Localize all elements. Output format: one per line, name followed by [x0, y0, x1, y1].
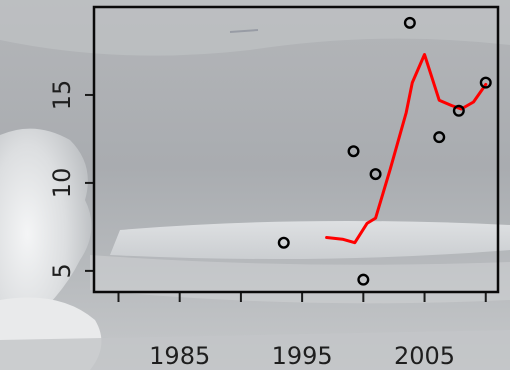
- plot-series: [277, 16, 492, 286]
- x-tick-label: 2005: [394, 342, 455, 370]
- trend-line: [325, 53, 488, 245]
- y-axis: 5 10 15: [48, 80, 94, 279]
- x-axis: 1985 1995 2005: [117, 292, 487, 370]
- y-tick-label: 10: [48, 168, 76, 199]
- y-tick-label: 15: [48, 80, 76, 111]
- data-point: [433, 131, 446, 144]
- y-tick-label: 5: [48, 263, 76, 278]
- plot-frame: [92, 5, 500, 294]
- data-point: [357, 273, 370, 286]
- data-point: [452, 104, 465, 117]
- data-point: [479, 76, 492, 89]
- x-tick-label: 1985: [149, 342, 210, 370]
- data-point: [403, 16, 416, 29]
- data-point: [369, 168, 382, 181]
- data-point: [347, 145, 360, 158]
- x-tick-label: 1995: [272, 342, 333, 370]
- data-point: [277, 236, 290, 249]
